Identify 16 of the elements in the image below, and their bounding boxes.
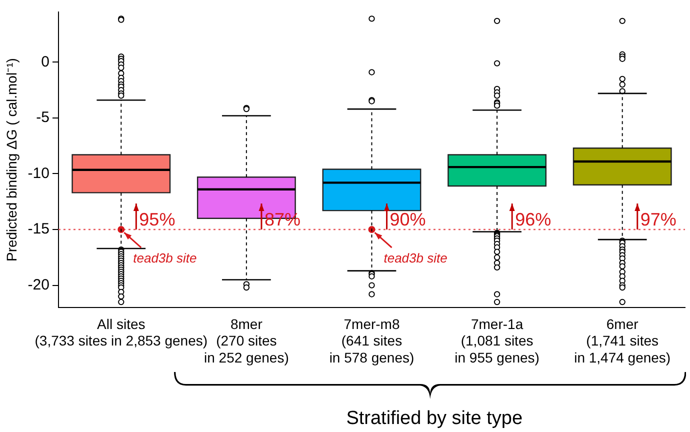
y-tick-label: -20 <box>28 276 50 294</box>
y-tick-label: 0 <box>41 53 50 70</box>
text: Stratified by site type <box>346 408 523 429</box>
x-tick-label: 7mer-m8 (641 sites in 578 genes) <box>329 316 414 366</box>
annotation: 96% <box>515 210 552 230</box>
annotation: 90% <box>390 210 426 230</box>
y-tick-label: -5 <box>36 109 50 126</box>
y-tick-label: -15 <box>28 220 50 238</box>
annotation: 97% <box>640 210 676 230</box>
x-tick-label: 7mer-1a (1,081 sites in 955 genes) <box>454 316 540 366</box>
y-axis-title: Predicted binding ΔG ( cal.mol⁻¹) <box>3 58 20 262</box>
y-tick-label: -10 <box>28 164 50 182</box>
x-tick-label: 6mer (1,741 sites in 1,474 genes) <box>574 316 671 366</box>
text: tead3b site <box>384 250 448 266</box>
annotation: 95% <box>139 210 176 230</box>
legend-label: tead3b site <box>133 250 197 266</box>
